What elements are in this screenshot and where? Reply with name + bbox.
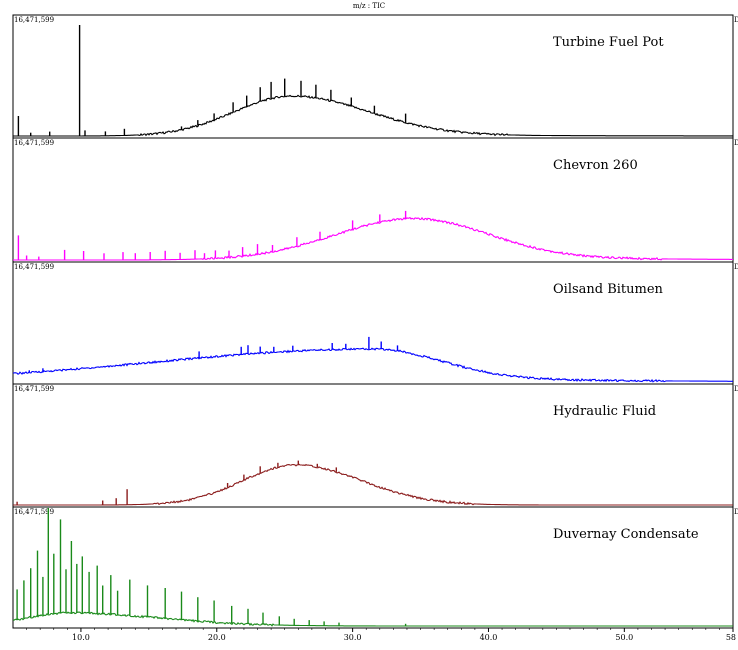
- panel-frame: [12, 137, 734, 263]
- corner-label: Da: [734, 508, 738, 516]
- series-trace: [12, 611, 733, 627]
- y-max-label: 16,471,599: [14, 139, 54, 147]
- chart-title: m/z : TIC: [353, 2, 385, 10]
- panel-0: 16,471,599 Da Turbine Fuel Pot: [12, 14, 738, 139]
- x-tick-label: 30.0: [344, 633, 362, 642]
- chromatogram-panels: 16,471,599 Da Turbine Fuel Pot 16,471,599 Da…: [12, 14, 738, 629]
- panel-2: 16,471,599 Da Oilsand Bitumen: [12, 261, 738, 385]
- corner-label: Da: [734, 263, 738, 271]
- x-tick-label: 20.0: [208, 633, 226, 642]
- x-tick-label: 58: [726, 633, 736, 642]
- series-name: Turbine Fuel Pot: [553, 35, 664, 50]
- corner-label: Da: [734, 16, 738, 24]
- series-trace: [13, 347, 733, 383]
- panel-frame: [12, 383, 734, 508]
- panel-1: 16,471,599 Da Chevron 260: [12, 137, 738, 263]
- series-name: Duvernay Condensate: [553, 527, 699, 542]
- x-axis: 10.0 20.0 30.0 40.0 50.0 58: [13, 627, 736, 642]
- panel-frame: [12, 14, 734, 139]
- series-name: Oilsand Bitumen: [553, 282, 664, 297]
- corner-label: Da: [734, 139, 738, 147]
- series-trace: [13, 94, 733, 137]
- x-tick-label: 50.0: [615, 633, 633, 642]
- x-tick-label: 10.0: [72, 633, 90, 642]
- series-trace: [13, 216, 733, 261]
- corner-label: Da: [734, 385, 738, 393]
- y-max-label: 16,471,599: [14, 16, 54, 24]
- series-name: Hydraulic Fluid: [553, 404, 656, 419]
- y-max-label: 16,471,599: [14, 263, 54, 271]
- x-tick-label: 40.0: [480, 633, 498, 642]
- panel-3: 16,471,599 Da Hydraulic Fluid: [12, 383, 738, 508]
- panel-frame: [12, 506, 734, 629]
- series-name: Chevron 260: [553, 158, 638, 173]
- series-trace: [13, 463, 733, 506]
- y-max-label: 16,471,599: [14, 385, 54, 393]
- y-max-label: 16,471,599: [14, 508, 54, 516]
- panel-4: 16,471,599 Da Duvernay Condensate: [12, 506, 738, 629]
